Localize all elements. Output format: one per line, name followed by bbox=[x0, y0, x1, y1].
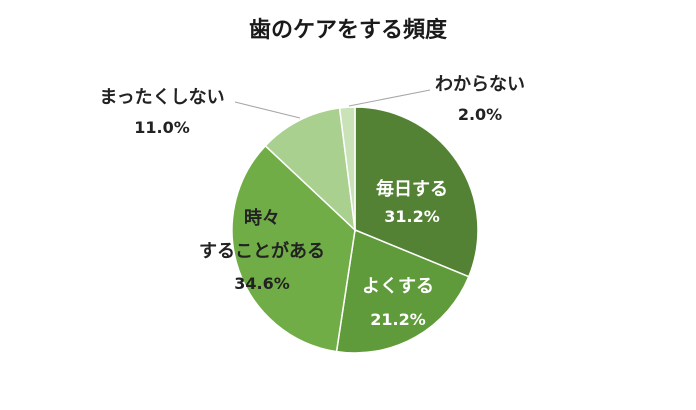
slice-label-yoku: よくする bbox=[362, 276, 434, 297]
slice-label-tokidoki-line1: 時々 bbox=[244, 208, 280, 229]
leader-line-wakaranai bbox=[348, 89, 431, 107]
slice-value-wakaranai: 2.0% bbox=[458, 105, 502, 124]
leader-line-mattaku bbox=[234, 101, 301, 119]
slice-label-mainichi: 毎日する bbox=[376, 178, 448, 200]
slice-label-wakaranai: わからない bbox=[435, 74, 525, 95]
slice-value-tokidoki: 34.6% bbox=[234, 274, 290, 293]
pie-slices bbox=[231, 106, 479, 354]
slice-value-mattaku: 11.0% bbox=[134, 118, 190, 137]
pie-slice-wakaranai bbox=[338, 106, 356, 231]
slice-value-mainichi: 31.2% bbox=[384, 207, 440, 226]
pie-slice-yoku bbox=[335, 228, 470, 354]
slice-value-yoku: 21.2% bbox=[370, 310, 426, 329]
chart-title: 歯のケアをする頻度 bbox=[248, 18, 447, 43]
slice-label-mattaku: まったくしない bbox=[99, 87, 224, 108]
pie-slice-tokidoki bbox=[231, 144, 356, 353]
slice-label-tokidoki-line2: することがある bbox=[199, 240, 325, 262]
pie-slice-mainichi bbox=[354, 106, 479, 278]
pie-slice-mattaku bbox=[264, 107, 357, 232]
